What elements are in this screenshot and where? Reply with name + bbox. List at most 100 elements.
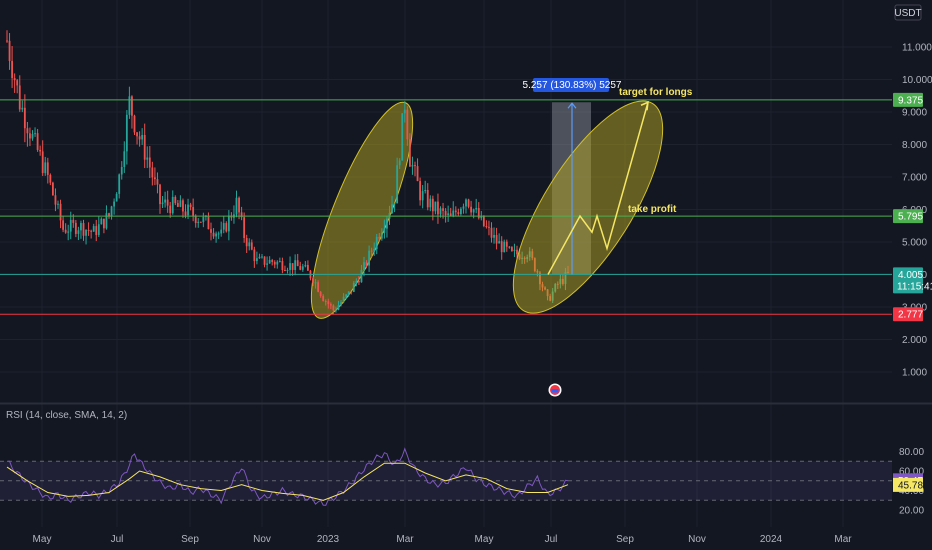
price-tick-label: 7.000 <box>902 173 927 184</box>
candle-body <box>500 241 503 253</box>
rsi-tick-label: 60.00 <box>899 467 924 478</box>
candle-body <box>511 247 513 251</box>
candle-body <box>312 278 314 283</box>
candle-body <box>243 217 246 239</box>
candle-body <box>235 197 238 215</box>
candle-body <box>82 223 85 236</box>
candle-body <box>314 282 317 284</box>
candle-body <box>256 258 258 262</box>
candle-body <box>416 166 419 182</box>
candle-body <box>113 201 115 207</box>
candle-body <box>322 295 325 301</box>
candle-body <box>133 115 136 133</box>
candle-body <box>227 215 230 232</box>
candle-body <box>516 249 518 255</box>
candle-body <box>505 241 508 247</box>
candle-body <box>444 210 447 215</box>
candle-body <box>289 263 291 270</box>
candle-body <box>90 230 93 232</box>
candle-body <box>52 182 54 196</box>
candle-body <box>212 232 215 237</box>
price-line-tag[interactable] <box>893 307 923 322</box>
candle-body <box>171 196 174 214</box>
candle-body <box>434 201 437 212</box>
candle-body <box>452 210 455 217</box>
time-tick-label: Sep <box>616 534 634 545</box>
candle-body <box>301 266 304 270</box>
candle-body <box>184 211 187 216</box>
candle-body <box>447 213 450 215</box>
candle-body <box>495 234 498 244</box>
candle-body <box>324 300 327 302</box>
candle-body <box>199 221 202 223</box>
candle-body <box>146 157 149 160</box>
candle-body <box>276 261 279 265</box>
candle-body <box>143 134 146 160</box>
price-line-tag[interactable] <box>893 92 923 107</box>
candle-body <box>368 250 370 266</box>
candle-body <box>373 248 376 252</box>
candle-body <box>87 229 90 231</box>
price-line-tag[interactable] <box>893 209 923 224</box>
candle-body <box>393 203 396 205</box>
candle-body <box>465 199 467 207</box>
candle-body <box>449 213 452 217</box>
currency-button[interactable] <box>894 4 922 21</box>
candle-body <box>18 85 21 110</box>
highlight-ellipse-left[interactable] <box>293 92 432 328</box>
candle-body <box>350 291 353 293</box>
candle-body <box>329 304 332 306</box>
measure-label: 5.257 (130.83%) 5257 <box>523 80 622 91</box>
price-line-tag[interactable] <box>893 267 923 294</box>
candle-body <box>273 261 276 265</box>
candle-body <box>217 233 220 235</box>
price-line-tag-label: 4.005 <box>898 270 923 281</box>
event-icon[interactable] <box>548 383 562 397</box>
projection-path[interactable] <box>547 102 649 275</box>
horizontal-price-lines <box>0 99 892 315</box>
candle-body <box>92 226 95 232</box>
highlight-ellipse-right[interactable] <box>486 80 690 334</box>
time-tick-label: Jul <box>111 534 124 545</box>
candle-body <box>460 208 462 215</box>
candle-body <box>108 213 110 217</box>
candle-body <box>72 219 75 223</box>
candle-body <box>454 210 457 213</box>
candle-body <box>286 269 289 271</box>
candle-body <box>36 133 39 150</box>
candle-body <box>100 218 103 225</box>
candle-body <box>194 215 197 224</box>
candle-body <box>327 301 330 305</box>
rsi-line <box>7 447 569 506</box>
candle-body <box>250 242 253 250</box>
candle-body <box>131 96 133 116</box>
candle-body <box>411 165 414 167</box>
candle-body <box>148 157 151 168</box>
candle-body <box>123 151 126 167</box>
candle-body <box>488 226 490 228</box>
rsi-indicator-title[interactable]: RSI (14, close, SMA, 14, 2) <box>6 410 127 421</box>
candle-body <box>31 133 34 139</box>
price-axis[interactable]: 1.0002.0003.0004.0005.0006.0007.0008.000… <box>893 43 932 379</box>
candle-body <box>401 113 404 161</box>
candle-body <box>69 219 72 232</box>
candle-body <box>284 270 286 272</box>
price-line-tag-label: 2.777 <box>898 310 923 321</box>
candle-body <box>472 209 475 213</box>
candle-body <box>29 133 31 139</box>
candle-body <box>85 229 87 236</box>
time-tick-label: May <box>33 534 52 545</box>
candle-body <box>419 181 421 201</box>
candle-body <box>470 206 472 213</box>
candle-body <box>490 227 493 238</box>
candle-body <box>263 256 266 265</box>
candle-body <box>62 220 64 230</box>
rsi-tick-label: 20.00 <box>899 506 924 517</box>
candle-body <box>215 233 217 237</box>
time-axis[interactable]: May Jul Sep Nov 2023 Mar May Jul Sep Nov 2024 Mar <box>33 534 853 545</box>
candle-body <box>110 206 113 217</box>
candle-body <box>8 40 11 61</box>
candle-body <box>202 216 205 223</box>
